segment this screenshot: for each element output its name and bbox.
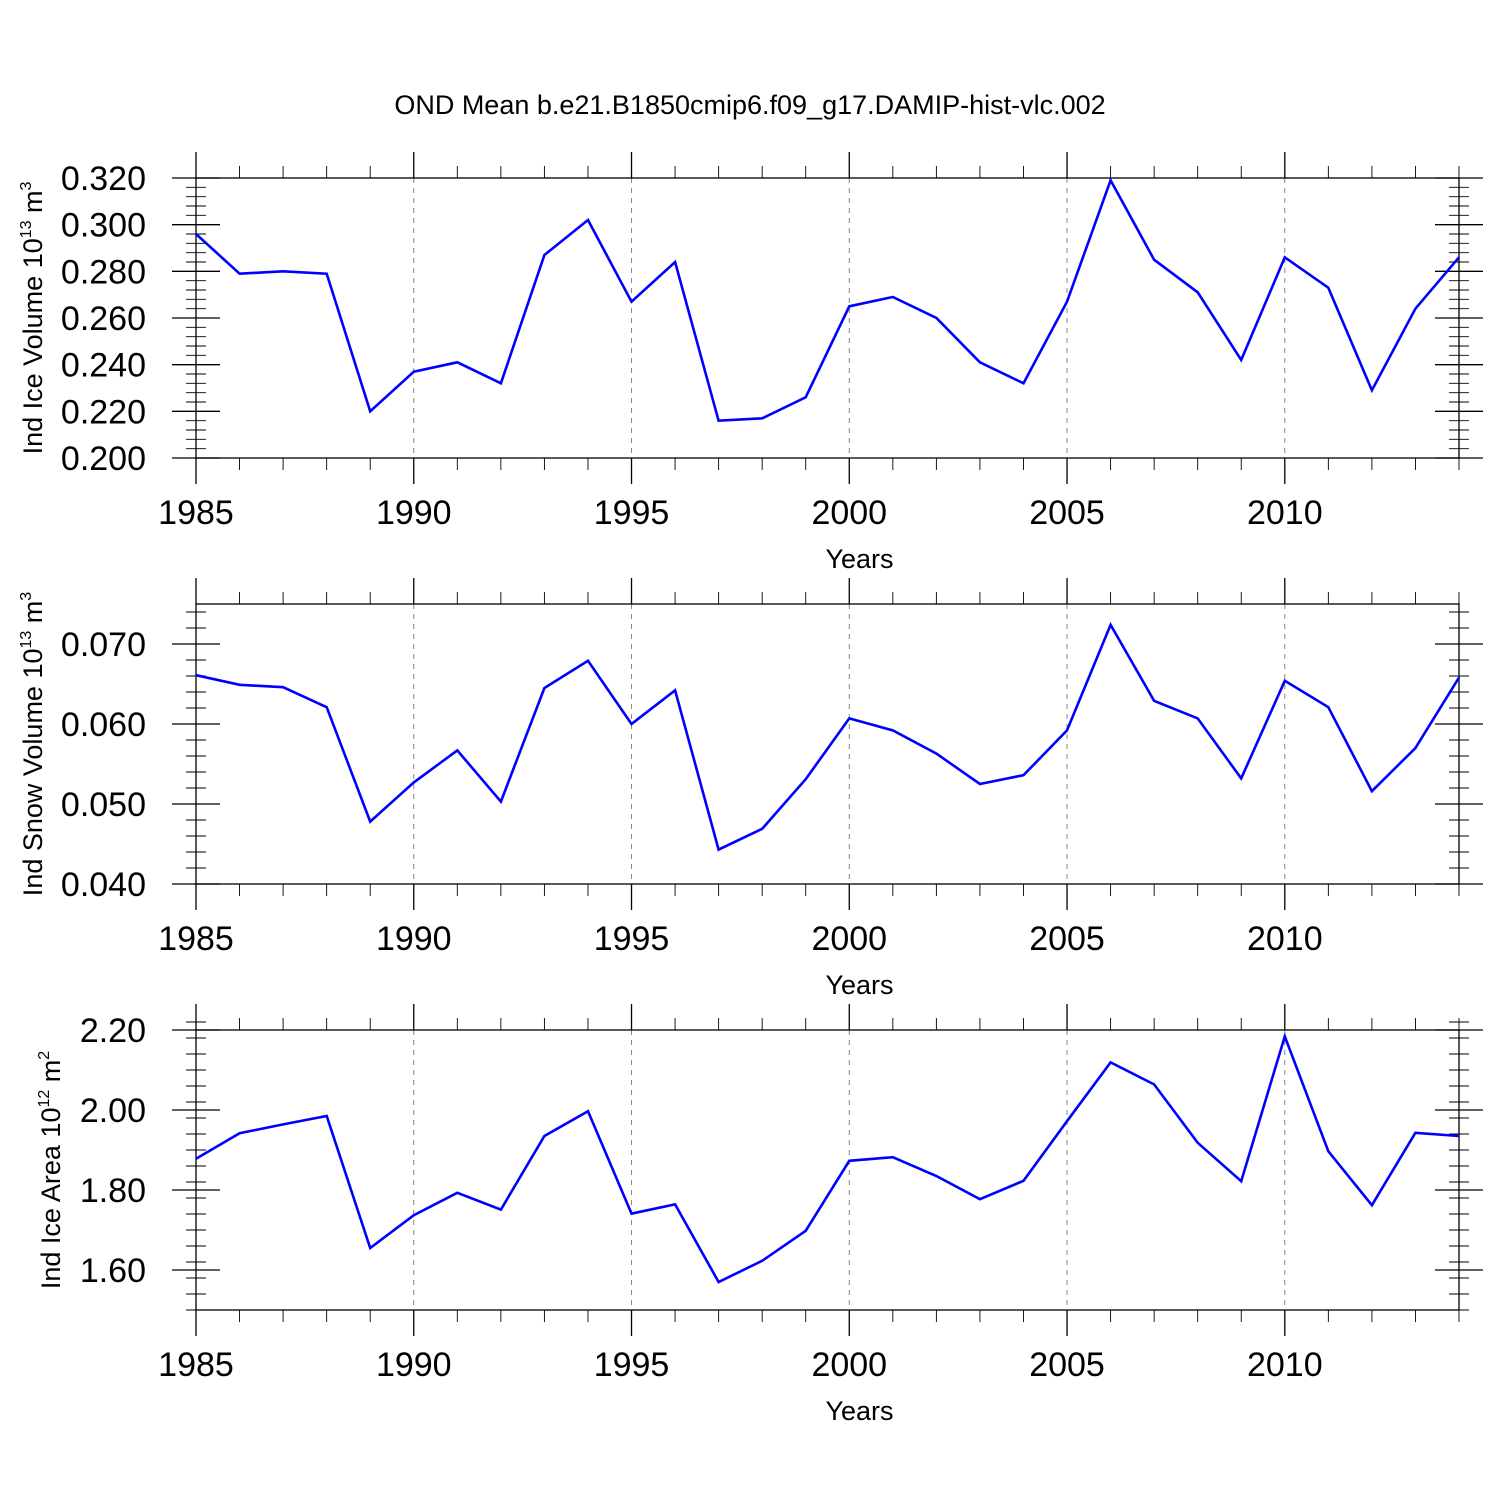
x-tick-label-2000: 2000 (811, 1346, 887, 1384)
y-axis-label-main: Ind Ice Area 10 (36, 1108, 66, 1290)
x-axis-label: Years (825, 1396, 893, 1426)
x-tick-label-2005: 2005 (1029, 494, 1105, 532)
y-tick-label-0.060: 0.060 (61, 706, 146, 744)
plot-frame (195, 603, 1460, 885)
y-tick-label-0.200: 0.200 (61, 440, 146, 478)
y-axis-label-exponent: 13 (18, 220, 35, 238)
y-axis-label: Ind Ice Area 1012 m2 (36, 1051, 66, 1289)
y-tick-label-0.040: 0.040 (61, 866, 146, 904)
y-axis-label-unit: m (36, 1060, 66, 1090)
y-tick-label-2.20: 2.20 (80, 1012, 146, 1050)
plot-frame (195, 1029, 1460, 1311)
x-tick-label-2000: 2000 (811, 494, 887, 532)
y-tick-label-0.300: 0.300 (61, 207, 146, 245)
y-tick-label-0.050: 0.050 (61, 786, 146, 824)
x-axis-label: Years (825, 544, 893, 574)
chart-title: OND Mean b.e21.B1850cmip6.f09_g17.DAMIP-… (394, 90, 1105, 120)
y-axis-label-unit-exponent: 3 (18, 181, 35, 190)
x-axis-label: Years (825, 970, 893, 1000)
x-tick-label-1995: 1995 (594, 494, 670, 532)
y-axis-label-unit-exponent: 3 (18, 592, 35, 601)
x-tick-label-1985: 1985 (158, 494, 234, 532)
y-axis-label-unit: m (18, 190, 48, 220)
y-tick-label-0.260: 0.260 (61, 300, 146, 338)
panel-3: 1985 1990 1995 2000 2005 2010 Years 1.60 1.80 2.0… (36, 1004, 1483, 1426)
x-tick-label-1995: 1995 (594, 920, 670, 958)
panel-2: 1985 1990 1995 2000 2005 2010 Years 0.040 0.050 0… (18, 578, 1483, 1000)
y-axis-label: Ind Ice Volume 1013 m3 (18, 181, 48, 454)
panel-1: 1985 1990 1995 2000 2005 2010 Years 0.200 0.220 0… (18, 152, 1483, 574)
y-axis-label-unit: m (18, 601, 48, 631)
x-tick-label-2005: 2005 (1029, 920, 1105, 958)
chart-panels: 1985 1990 1995 2000 2005 2010 Years 0.200 0.220 0… (18, 152, 1483, 1426)
y-tick-label-0.240: 0.240 (61, 347, 146, 385)
x-tick-label-2005: 2005 (1029, 1346, 1105, 1384)
y-tick-label-1.80: 1.80 (80, 1172, 146, 1210)
y-axis-label-main: Ind Ice Volume 10 (18, 238, 48, 454)
plot-frame (195, 177, 1460, 459)
series-line (195, 621, 1461, 852)
x-tick-label-1995: 1995 (594, 1346, 670, 1384)
y-axis-label-main: Ind Snow Volume 10 (18, 649, 48, 897)
x-tick-label-1990: 1990 (376, 920, 452, 958)
y-tick-label-0.070: 0.070 (61, 626, 146, 664)
y-tick-label-0.280: 0.280 (61, 253, 146, 291)
y-axis-label-exponent: 12 (36, 1090, 53, 1108)
y-tick-label-0.320: 0.320 (61, 160, 146, 198)
x-tick-label-2010: 2010 (1247, 920, 1323, 958)
x-tick-label-2010: 2010 (1247, 1346, 1323, 1384)
y-axis-label-unit-exponent: 2 (36, 1051, 53, 1060)
y-tick-label-1.60: 1.60 (80, 1252, 146, 1290)
x-tick-label-1990: 1990 (376, 1346, 452, 1384)
x-tick-label-1990: 1990 (376, 494, 452, 532)
y-axis-label-exponent: 13 (18, 631, 35, 649)
y-axis-label: Ind Snow Volume 1013 m3 (18, 592, 48, 896)
x-tick-label-2010: 2010 (1247, 494, 1323, 532)
x-tick-label-2000: 2000 (811, 920, 887, 958)
series-line (195, 1032, 1460, 1284)
series-line (195, 177, 1460, 423)
y-tick-label-0.220: 0.220 (61, 393, 146, 431)
x-tick-label-1985: 1985 (158, 1346, 234, 1384)
x-tick-label-1985: 1985 (158, 920, 234, 958)
y-tick-label-2.00: 2.00 (80, 1092, 146, 1130)
